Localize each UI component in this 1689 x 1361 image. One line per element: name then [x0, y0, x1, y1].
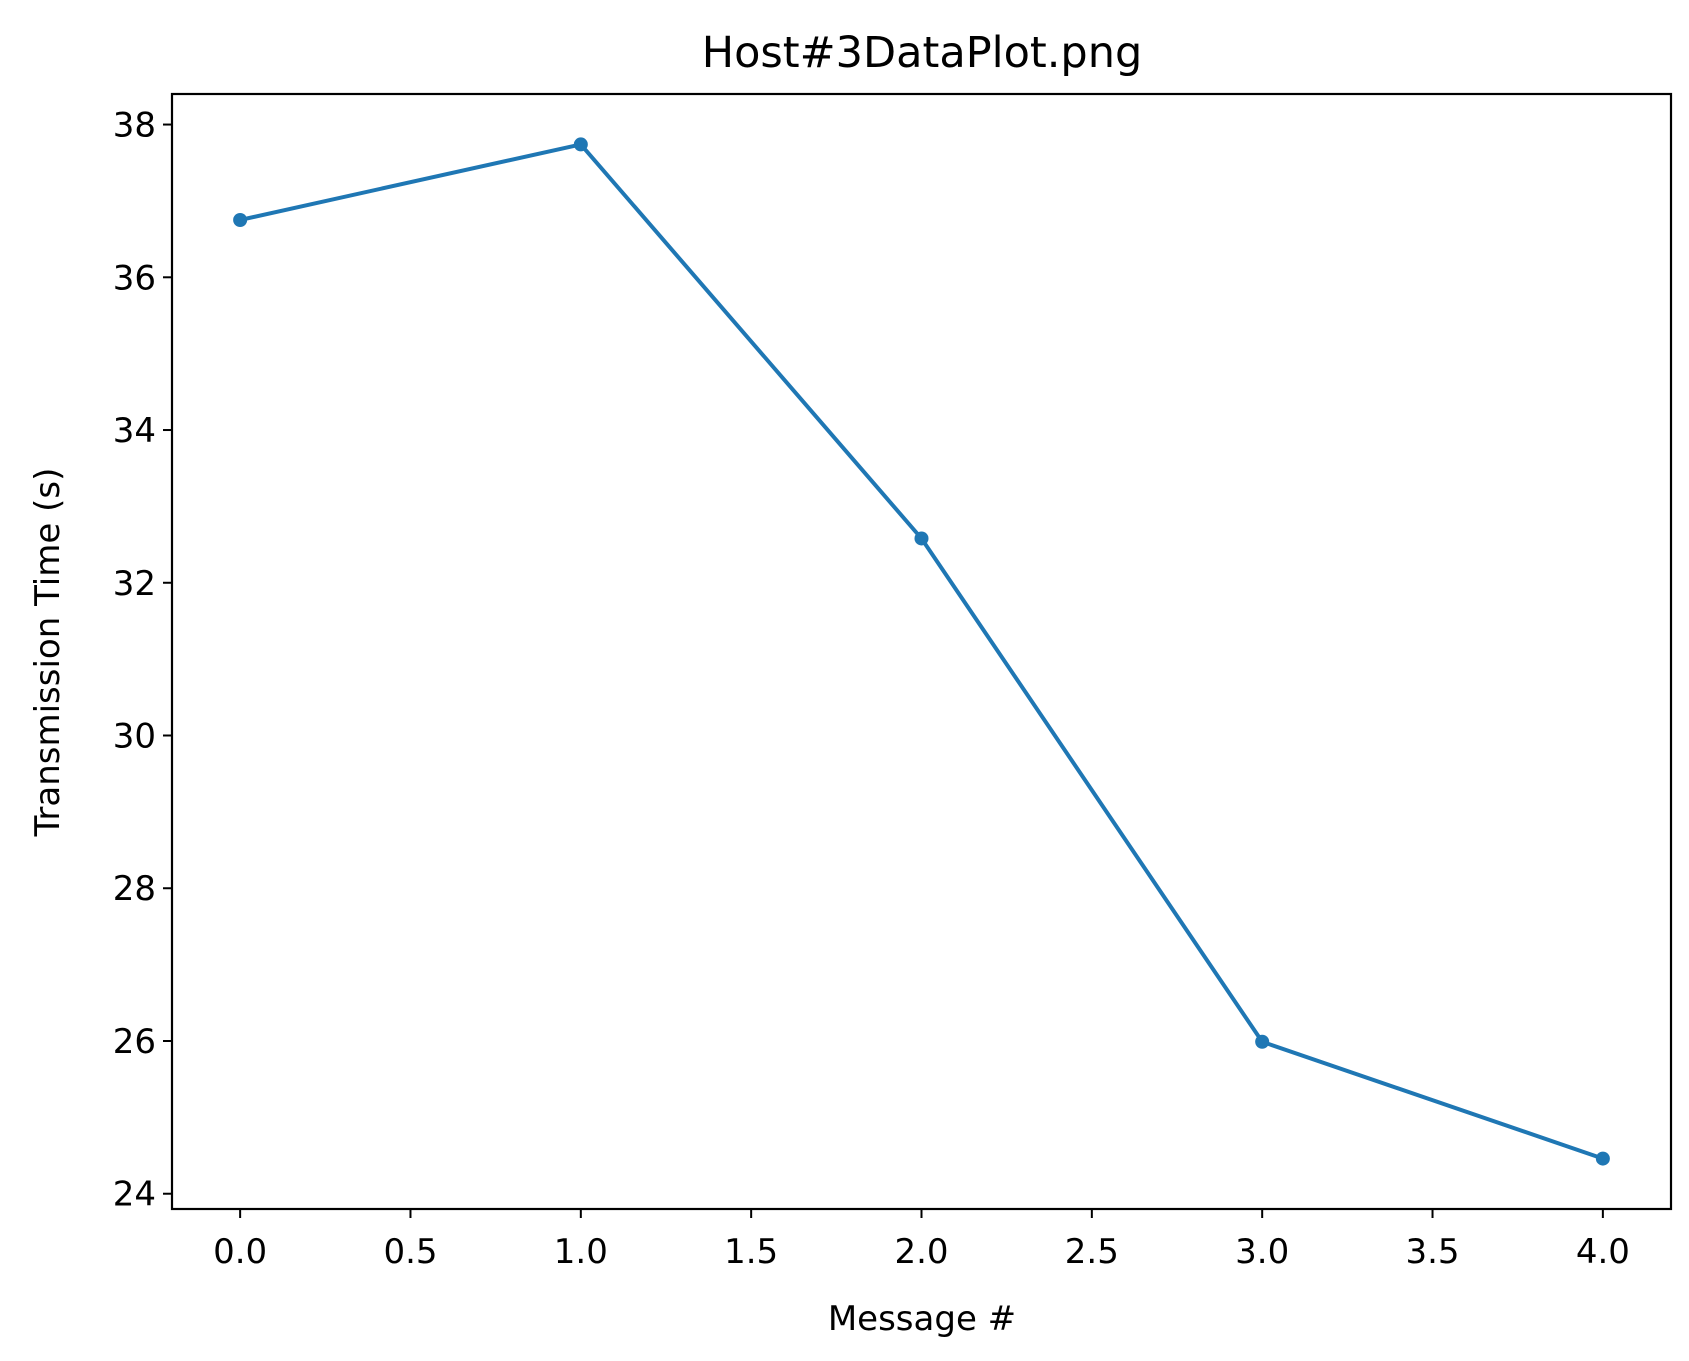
x-tick-label: 2.5 — [1065, 1232, 1119, 1272]
y-tick-label: 24 — [113, 1175, 156, 1215]
x-tick-label: 2.0 — [894, 1232, 948, 1272]
data-point — [573, 137, 588, 152]
plot-frame — [170, 92, 1673, 1211]
data-point — [914, 531, 929, 546]
data-point — [1595, 1151, 1610, 1166]
x-tick-label: 3.0 — [1235, 1232, 1289, 1272]
y-tick-label: 28 — [113, 869, 156, 909]
x-tick-label: 3.5 — [1405, 1232, 1459, 1272]
chart-title: Host#3DataPlot.png — [702, 28, 1143, 78]
x-axis-label: Message # — [828, 1299, 1016, 1339]
x-tick-label: 1.0 — [554, 1232, 608, 1272]
y-tick-label: 30 — [113, 717, 156, 757]
x-tick-label: 4.0 — [1576, 1232, 1630, 1272]
data-point — [233, 213, 248, 228]
y-tick-label: 36 — [113, 258, 156, 298]
x-tick-label: 1.5 — [724, 1232, 778, 1272]
x-axis-ticks: 0.0 0.5 1.0 1.5 2.0 2.5 3.0 3.5 4.0 — [213, 1209, 1630, 1272]
data-point — [1255, 1034, 1270, 1049]
series-group — [233, 137, 1610, 1166]
y-tick-label: 26 — [113, 1022, 156, 1062]
y-tick-label: 32 — [113, 564, 156, 604]
x-tick-label: 0.0 — [213, 1232, 267, 1272]
x-tick-label: 0.5 — [383, 1232, 437, 1272]
y-axis-ticks: 24 26 28 30 32 34 36 38 — [113, 106, 172, 1215]
y-tick-label: 34 — [113, 411, 156, 451]
y-axis-label: Transmission Time (s) — [28, 468, 68, 838]
y-tick-label: 38 — [113, 106, 156, 146]
